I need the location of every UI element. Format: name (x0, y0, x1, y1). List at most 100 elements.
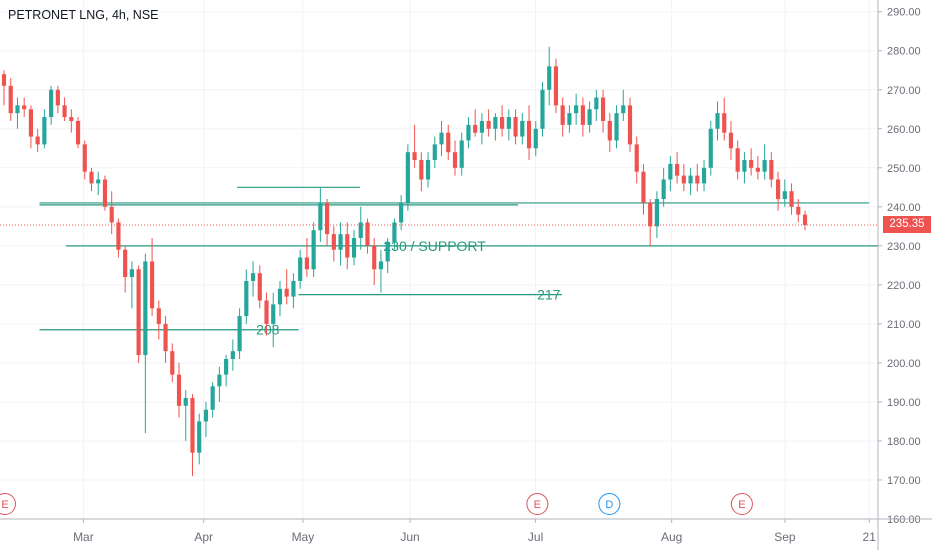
event-letter: E (1, 499, 8, 511)
candle-body (762, 159, 767, 172)
candle-body (412, 152, 417, 160)
candle-body (735, 148, 740, 172)
candle-body (190, 398, 195, 453)
earnings-marker[interactable]: E (730, 493, 753, 515)
x-tick-label: Mar (73, 530, 94, 544)
candle-body (513, 117, 518, 137)
event-circle (526, 493, 549, 515)
candle-body (399, 202, 404, 223)
y-tick-label: 290.00 (887, 7, 921, 19)
candle-body (277, 288, 283, 305)
candle-body (304, 257, 309, 270)
x-tick-label: Jun (400, 530, 419, 544)
candle-body (600, 97, 606, 121)
candle-body (28, 109, 34, 137)
candle-body (331, 234, 336, 250)
candle-body (553, 66, 559, 106)
y-tick-label: 270.00 (887, 85, 921, 97)
candle-body (163, 323, 168, 352)
y-tick-label: 190.00 (887, 397, 921, 409)
candle-body (96, 179, 101, 184)
y-tick-label: 180.00 (887, 436, 921, 448)
candle-body (62, 105, 67, 118)
candle-body (345, 234, 350, 258)
level-label: 217 (537, 287, 561, 303)
event-letter: E (738, 499, 745, 511)
candle-body (55, 89, 60, 106)
candle-body (654, 199, 660, 227)
event-circle (730, 493, 753, 515)
candle-body (372, 245, 377, 270)
candle-body (755, 167, 760, 172)
candle-body (540, 89, 545, 129)
candle-body (250, 273, 256, 281)
candle-body (580, 105, 585, 125)
candle-body (338, 234, 343, 250)
candle-body (742, 159, 747, 172)
candle-body (392, 222, 397, 242)
candle-body (520, 120, 525, 137)
price-axis[interactable]: 160.00 170.00 180.00 190.00 200.00 210.00 220.… (877, 0, 921, 550)
y-tick-label: 250.00 (887, 163, 921, 175)
candle-body (123, 249, 128, 278)
candle-body (69, 117, 74, 121)
level-label: 230 / SUPPORT (383, 238, 486, 254)
candle-body (681, 175, 686, 184)
candle-body (506, 117, 511, 129)
y-tick-label: 200.00 (887, 358, 921, 370)
earnings-marker[interactable]: E (526, 493, 549, 515)
candle-body (701, 167, 707, 184)
candle-body (264, 300, 269, 324)
candle-body (136, 269, 141, 356)
grid (0, 0, 878, 520)
candle-body (156, 308, 161, 324)
candle-body (143, 261, 148, 356)
candle-body (1, 74, 7, 86)
candle-body (587, 109, 592, 125)
candle-body (8, 85, 13, 114)
candle-body (291, 280, 296, 297)
candle-body (325, 202, 330, 235)
candle-body (789, 191, 794, 207)
x-tick-label: May (292, 530, 315, 544)
event-circle (598, 493, 621, 515)
candle-body (533, 128, 538, 149)
candle-body (405, 152, 410, 203)
candle-body (311, 230, 316, 270)
candle-body (722, 113, 727, 133)
candle-body (641, 171, 646, 203)
candle-body (473, 124, 478, 133)
candle-body (560, 105, 565, 125)
earnings-marker[interactable]: E (0, 493, 16, 515)
candle-body (149, 261, 155, 309)
candle-body (479, 120, 484, 133)
candle-body (385, 241, 390, 262)
candle-body (129, 269, 134, 278)
candle-body (614, 113, 619, 141)
candle-body (176, 374, 182, 406)
y-tick-label: 160.00 (887, 514, 921, 526)
candle-body (271, 304, 276, 324)
candle-body (661, 179, 666, 200)
candle-body (796, 206, 801, 215)
x-tick-label: Aug (661, 530, 682, 544)
event-circle (0, 493, 16, 515)
candle-body (567, 113, 572, 125)
candle-body (116, 222, 121, 250)
candle-body (244, 280, 249, 317)
candles (1, 46, 808, 477)
candle-body (197, 421, 202, 453)
candle-body (230, 351, 235, 360)
candle-body (607, 120, 612, 141)
time-axis[interactable]: Mar Apr May Jun Jul Aug Sep 21 (0, 518, 932, 544)
candle-body (547, 66, 552, 90)
candle-body (648, 202, 653, 227)
candle-body (446, 132, 451, 153)
x-tick-label: Jul (528, 530, 543, 544)
candle-body (621, 105, 626, 114)
dividend-marker[interactable]: D (598, 493, 621, 515)
candle-body (749, 159, 754, 168)
